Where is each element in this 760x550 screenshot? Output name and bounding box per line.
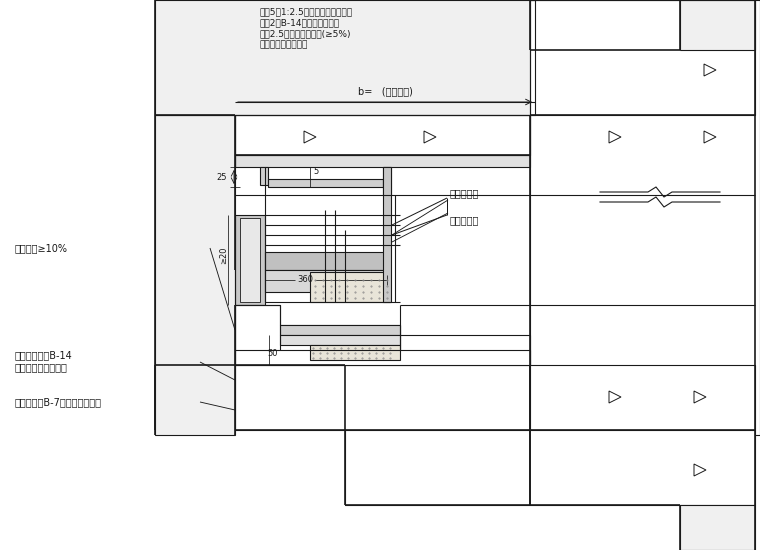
Text: ≥20: ≥20 xyxy=(220,246,229,264)
Bar xyxy=(383,167,391,195)
Bar xyxy=(235,155,530,167)
Bar xyxy=(680,0,755,50)
Bar xyxy=(680,505,755,550)
Bar xyxy=(530,365,755,430)
Text: b=   (按设计定): b= (按设计定) xyxy=(357,86,413,96)
Text: 抹灰2.5木素砂浆找平层(≥5%): 抹灰2.5木素砂浆找平层(≥5%) xyxy=(260,29,351,38)
Text: 5: 5 xyxy=(313,168,318,177)
Bar xyxy=(235,115,530,155)
Text: 密封胶嵌缝: 密封胶嵌缝 xyxy=(450,188,480,198)
Polygon shape xyxy=(530,0,755,115)
Polygon shape xyxy=(155,115,235,435)
Bar xyxy=(345,430,755,505)
Bar xyxy=(310,272,390,302)
Polygon shape xyxy=(235,115,530,155)
Bar xyxy=(235,215,265,305)
Polygon shape xyxy=(235,305,530,365)
Bar xyxy=(530,0,760,435)
Bar xyxy=(280,325,400,335)
Bar xyxy=(265,270,390,292)
Text: 自粘聚酯胎B-7复了板防水涂层: 自粘聚酯胎B-7复了板防水涂层 xyxy=(15,397,102,407)
Text: 钢筋混凝土结构层板: 钢筋混凝土结构层板 xyxy=(260,40,309,49)
Polygon shape xyxy=(155,0,535,115)
Bar xyxy=(235,365,530,430)
Text: 聚氨酯泡沫: 聚氨酯泡沫 xyxy=(450,215,480,225)
Text: 360: 360 xyxy=(297,276,313,284)
Bar xyxy=(268,179,383,187)
Text: 25: 25 xyxy=(217,173,227,182)
Text: 抹灰5厚1:2.5钢刷木素砂浆找平层: 抹灰5厚1:2.5钢刷木素砂浆找平层 xyxy=(260,7,353,16)
Text: 坡台坡度≥10%: 坡台坡度≥10% xyxy=(15,243,68,253)
Bar xyxy=(310,345,400,360)
Bar xyxy=(260,167,268,185)
Text: 弹性木素砂浆防水层: 弹性木素砂浆防水层 xyxy=(15,362,68,372)
Bar xyxy=(280,335,400,345)
Text: 涂刷2遍B-14弹性木素防水层: 涂刷2遍B-14弹性木素防水层 xyxy=(260,18,340,27)
Text: 50: 50 xyxy=(268,349,278,358)
Bar xyxy=(240,218,260,302)
Bar xyxy=(383,167,391,302)
Text: 瓷砖粘贴胶凤B-14: 瓷砖粘贴胶凤B-14 xyxy=(15,350,73,360)
Bar xyxy=(265,252,390,270)
